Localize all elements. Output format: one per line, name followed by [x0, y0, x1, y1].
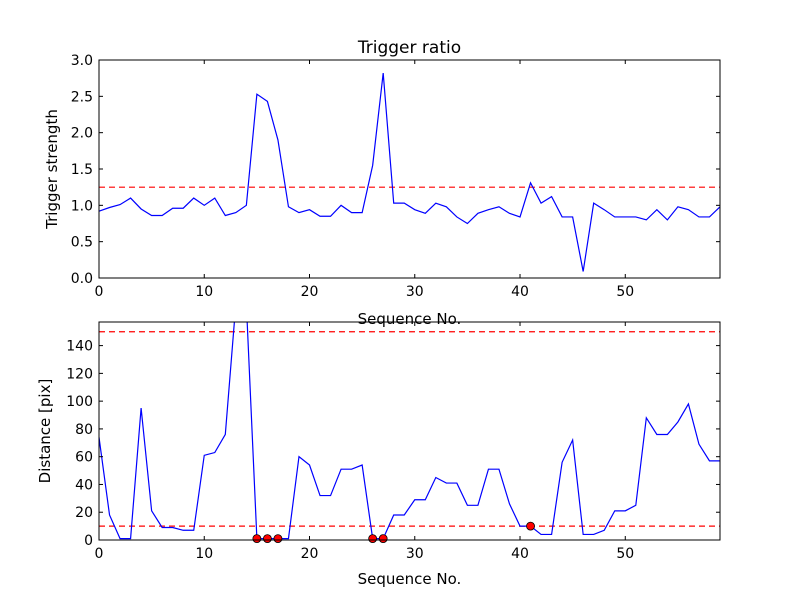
bot-marker-point [263, 534, 272, 544]
top-x-tick-label: 10 [195, 284, 213, 300]
bottom-x-axis-label: Sequence No. [358, 570, 462, 588]
bot-y-tick-label: 20 [75, 505, 93, 521]
bottom-axes-frame [98, 321, 721, 541]
top-y-tick-label: 1.5 [71, 162, 93, 178]
bot-marker-point [273, 534, 283, 544]
top-y-tick-label: 0.0 [71, 271, 93, 287]
top-subplot: Trigger ratio 0 10 20 30 40 50 0.0 0.5 1.0 1.5 2.… [43, 38, 721, 328]
top-x-tick-label: 40 [511, 284, 529, 300]
top-y-ticks: 0.0 0.5 1.0 1.5 2.0 2.5 3.0 [71, 53, 720, 287]
bot-y-tick-label: 0 [84, 533, 93, 549]
bot-y-tick-label: 80 [75, 422, 93, 438]
top-y-tick-label: 2.5 [71, 89, 93, 105]
bot-series-line-0 [99, 322, 720, 540]
top-y-tick-label: 1.0 [71, 198, 93, 214]
top-series-line-0 [98, 73, 721, 272]
top-x-axis-label: Sequence No. [358, 310, 462, 328]
bot-x-tick-label: 20 [301, 546, 319, 562]
top-y-tick-label: 3.0 [71, 53, 93, 69]
bot-y-tick-label: 40 [75, 477, 93, 493]
bottom-series-group [99, 322, 720, 540]
bottom-markers-group [252, 521, 535, 544]
top-y-tick-label: 2.0 [71, 126, 93, 142]
top-x-tick-label: 0 [95, 284, 104, 300]
bottom-y-ticks: 0 20 40 60 80 100 120 140 [66, 339, 720, 549]
bot-y-tick-label: 140 [66, 339, 93, 355]
bot-x-tick-label: 50 [616, 546, 634, 562]
bottom-x-ticks: 0 10 20 30 40 50 [95, 322, 634, 562]
bot-x-tick-label: 0 [95, 546, 104, 562]
bot-y-tick-label: 60 [75, 450, 93, 466]
top-x-ticks: 0 10 20 30 40 50 [95, 60, 634, 300]
top-chart-title: Trigger ratio [357, 38, 461, 58]
top-x-tick-label: 20 [301, 284, 319, 300]
bottom-threshold-lines [99, 331, 720, 527]
bottom-y-axis-label: Distance [pix] [36, 379, 54, 484]
bot-marker-point [252, 534, 262, 544]
top-y-tick-label: 0.5 [71, 235, 93, 251]
bottom-subplot: 0 10 20 30 40 50 0 20 40 60 80 100 120 140 Sequence … [36, 321, 721, 588]
bot-x-tick-label: 10 [195, 546, 213, 562]
bot-y-tick-label: 100 [66, 394, 93, 410]
bot-marker-point [378, 534, 388, 544]
bot-x-tick-label: 40 [511, 546, 529, 562]
bot-x-tick-label: 30 [406, 546, 424, 562]
top-y-axis-label: Trigger strength [43, 109, 61, 230]
top-x-tick-label: 50 [616, 284, 634, 300]
top-x-tick-label: 30 [406, 284, 424, 300]
bot-marker-point [368, 534, 378, 544]
bot-marker-point [526, 521, 535, 531]
top-series-group [98, 73, 721, 272]
bot-y-tick-label: 120 [66, 366, 93, 382]
